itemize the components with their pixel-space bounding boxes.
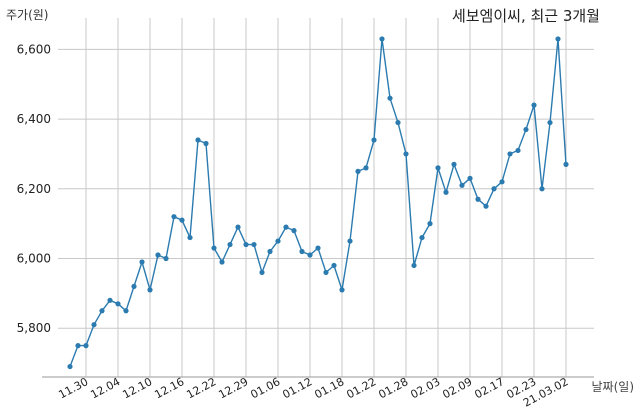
data-point (291, 228, 297, 234)
x-tick-label: 02.03 (408, 375, 442, 401)
data-point (107, 297, 113, 303)
y-tick-label: 5,800 (17, 321, 51, 335)
data-point (555, 36, 561, 42)
data-point (267, 248, 273, 255)
data-point (395, 119, 401, 126)
data-point (307, 252, 313, 258)
data-point (283, 224, 289, 230)
data-point (163, 255, 169, 262)
x-tick-label: 01.12 (280, 375, 314, 401)
data-point (411, 262, 417, 269)
data-point (339, 287, 345, 293)
data-point (371, 137, 377, 143)
y-tick-label: 6,600 (17, 42, 51, 56)
data-point (131, 283, 137, 289)
data-point (315, 245, 321, 251)
data-point (155, 252, 161, 258)
data-point (475, 196, 481, 202)
data-point (363, 165, 369, 171)
data-point (67, 363, 73, 370)
data-point (443, 189, 449, 195)
x-tick-label: 12.16 (152, 375, 186, 401)
data-point (91, 322, 97, 328)
data-point (115, 301, 121, 307)
x-tick-label: 12.22 (184, 375, 218, 401)
y-axis-label: 주가(원) (6, 8, 49, 22)
data-point (531, 102, 537, 108)
y-tick-label: 6,400 (17, 112, 51, 126)
data-point (83, 343, 89, 349)
y-tick-label: 6,200 (17, 182, 51, 196)
data-point (219, 259, 225, 265)
data-point (499, 179, 505, 185)
x-tick-label: 12.29 (216, 375, 250, 401)
data-point (451, 161, 457, 167)
data-point (515, 147, 521, 154)
data-point (187, 234, 193, 241)
data-point (195, 137, 201, 143)
data-point (211, 245, 217, 251)
data-point (139, 259, 145, 265)
data-point (387, 95, 393, 101)
data-point (251, 241, 257, 248)
x-tick-label: 01.22 (344, 375, 378, 401)
data-point (99, 308, 105, 314)
x-tick-label: 01.28 (376, 375, 410, 401)
data-point (147, 287, 153, 293)
x-tick-label: 01.06 (248, 375, 282, 401)
data-point (299, 248, 305, 255)
data-point (523, 126, 529, 133)
data-point (323, 269, 329, 276)
data-point (275, 238, 281, 244)
data-point (563, 161, 569, 167)
x-tick-label: 01.18 (312, 375, 346, 401)
data-point (467, 175, 473, 181)
data-point (547, 119, 553, 126)
data-point (483, 203, 489, 209)
data-point (459, 182, 465, 188)
data-point (203, 140, 209, 147)
chart-title: 세보엠이씨, 최근 3개월 (451, 7, 600, 25)
x-axis-label: 날짜(일) (591, 380, 634, 394)
x-tick-label: 12.04 (88, 375, 122, 401)
price-series-line (69, 38, 567, 367)
data-point (123, 308, 129, 314)
x-tick-label: 02.09 (440, 375, 474, 401)
data-point (331, 262, 337, 269)
data-point (75, 343, 81, 349)
data-point (259, 269, 265, 276)
data-point (419, 234, 425, 241)
data-point (403, 151, 409, 157)
data-point (379, 36, 385, 42)
data-point (507, 151, 513, 157)
data-point (355, 168, 361, 174)
data-point (491, 186, 497, 192)
y-tick-label: 6,000 (17, 251, 51, 265)
data-point (227, 241, 233, 248)
data-point (539, 186, 545, 192)
x-tick-label: 12.10 (120, 375, 154, 401)
data-point (427, 221, 433, 227)
data-point (235, 224, 241, 230)
data-point (347, 238, 353, 244)
x-tick-label: 11.30 (56, 375, 90, 401)
x-tick-label: 02.17 (472, 375, 506, 401)
data-point (179, 217, 185, 223)
data-point (435, 165, 441, 171)
data-point (171, 214, 177, 220)
data-point (243, 241, 249, 248)
